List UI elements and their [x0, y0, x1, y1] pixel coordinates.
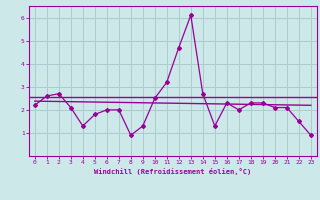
X-axis label: Windchill (Refroidissement éolien,°C): Windchill (Refroidissement éolien,°C): [94, 168, 252, 175]
